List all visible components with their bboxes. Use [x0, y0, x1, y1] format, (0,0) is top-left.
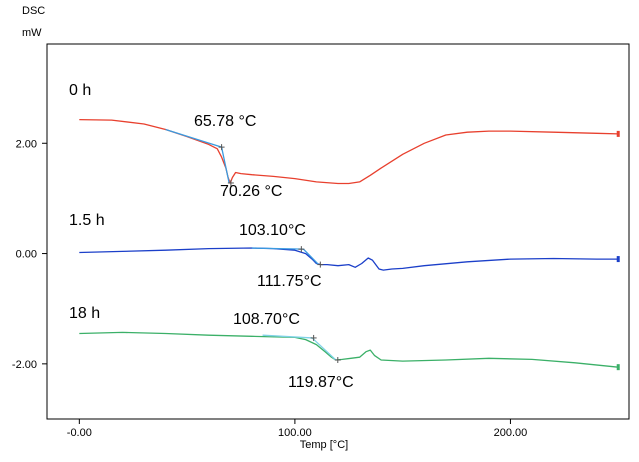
- annotation-label: 111.75°C: [257, 273, 322, 290]
- tangent-line: [220, 146, 230, 184]
- series-line-2: [79, 331, 619, 368]
- annotation-labels: 0 h 1.5 h 18 h 65.78 °C 70.26 °C 103.10°C 111.…: [69, 82, 354, 391]
- annotation-label: 119.87°C: [288, 374, 354, 391]
- y-tick-label: -2.00: [12, 359, 37, 371]
- annotation-label: 108.70°C: [233, 311, 300, 328]
- x-tick-label: 200.00: [494, 427, 528, 439]
- curve-label: 0 h: [69, 82, 91, 99]
- series-line-0: [79, 118, 619, 185]
- ticks: -0.00 100.00 200.00 2.00 0.00 -2.00: [12, 138, 527, 439]
- tangent-line: [303, 248, 320, 266]
- series-end-marker: [616, 130, 620, 137]
- series-line-1: [79, 247, 619, 271]
- plot-frame: [46, 43, 630, 420]
- y-tick-label: 2.00: [16, 138, 37, 150]
- annotation-label: 65.78 °C: [194, 113, 256, 130]
- tangent-line: [251, 247, 304, 250]
- annotation-label: 70.26 °C: [220, 183, 282, 200]
- series-group: [79, 118, 620, 371]
- x-axis-title: Temp [°C]: [300, 439, 348, 451]
- y-tick-label: 0.00: [16, 249, 37, 261]
- annotation-label: 103.10°C: [239, 222, 306, 239]
- x-tick-label: -0.00: [67, 427, 92, 439]
- series-end-marker: [616, 256, 620, 263]
- series-end-marker: [616, 364, 620, 371]
- x-tick-label: 100.00: [278, 427, 312, 439]
- y-axis-title-line2: mW: [22, 27, 42, 39]
- tangent-line: [165, 128, 222, 148]
- tangent-line: [262, 334, 313, 339]
- y-axis-title-line1: DSC: [22, 5, 45, 17]
- curve-label: 1.5 h: [69, 212, 105, 229]
- tangent-line: [311, 337, 337, 361]
- tangent-lines: [165, 128, 341, 363]
- curve-label: 18 h: [69, 305, 100, 322]
